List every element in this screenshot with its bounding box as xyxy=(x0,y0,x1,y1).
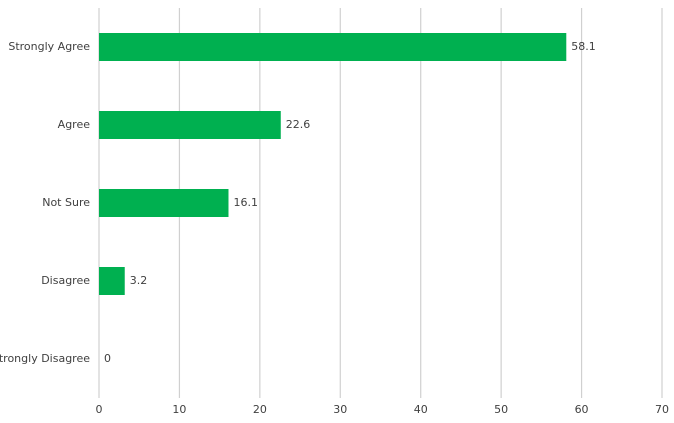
bar xyxy=(99,111,281,139)
data-label: 58.1 xyxy=(571,40,596,53)
data-label: 0 xyxy=(104,352,111,365)
y-tick-label: Not Sure xyxy=(42,196,90,209)
x-tick-label: 70 xyxy=(655,403,669,416)
x-tick-label: 60 xyxy=(575,403,589,416)
y-tick-label: Agree xyxy=(58,118,91,131)
y-tick-label: Strongly Agree xyxy=(8,40,90,53)
x-tick-label: 50 xyxy=(494,403,508,416)
data-label: 16.1 xyxy=(233,196,257,209)
data-label: 22.6 xyxy=(286,118,311,131)
x-tick-label: 40 xyxy=(414,403,428,416)
data-label: 3.2 xyxy=(130,274,148,287)
x-tick-label: 10 xyxy=(172,403,186,416)
bar xyxy=(99,33,567,61)
bar xyxy=(99,189,229,217)
x-tick-label: 30 xyxy=(333,403,347,416)
x-tick-label: 0 xyxy=(96,403,103,416)
y-tick-label: Strongly Disagree xyxy=(0,352,90,365)
x-tick-label: 20 xyxy=(253,403,267,416)
bar xyxy=(99,267,125,295)
y-tick-label: Disagree xyxy=(41,274,90,287)
